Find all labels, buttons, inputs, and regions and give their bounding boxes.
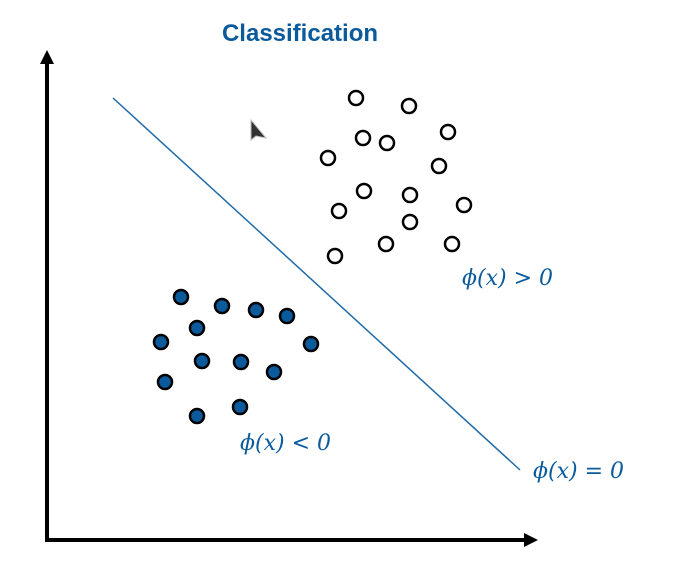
filled-point [278,307,296,325]
positive-class-points [319,89,473,265]
filled-point [188,319,206,337]
hollow-point [347,89,365,107]
positive-region-label: ϕ(x) > 0 [462,266,553,291]
filled-point [265,363,283,381]
hollow-point [439,123,457,141]
hollow-point [430,157,448,175]
filled-point [231,398,249,416]
filled-point [152,333,170,351]
filled-point [232,353,250,371]
mouse-pointer-icon [250,118,268,142]
hollow-point [401,186,419,204]
filled-point [172,288,190,306]
filled-point [188,407,206,425]
decision-boundary-line [112,97,521,471]
boundary-label: ϕ(x) = 0 [533,459,624,484]
hollow-point [326,247,344,265]
negative-region-label: ϕ(x) < 0 [240,431,331,456]
filled-point [247,301,265,319]
hollow-point [443,235,461,253]
filled-point [213,297,231,315]
filled-point [193,352,211,370]
hollow-point [354,129,372,147]
hollow-point [455,196,473,214]
negative-class-points [152,288,320,425]
hollow-point [377,235,395,253]
x-axis-arrowhead [524,533,538,547]
filled-point [156,373,174,391]
hollow-point [355,182,373,200]
diagram-title: Classification [221,20,379,47]
hollow-point [378,134,396,152]
y-axis-arrowhead [40,50,54,64]
hollow-point [400,97,418,115]
filled-point [302,335,320,353]
hollow-point [319,149,337,167]
hollow-point [330,202,348,220]
hollow-point [401,213,419,231]
